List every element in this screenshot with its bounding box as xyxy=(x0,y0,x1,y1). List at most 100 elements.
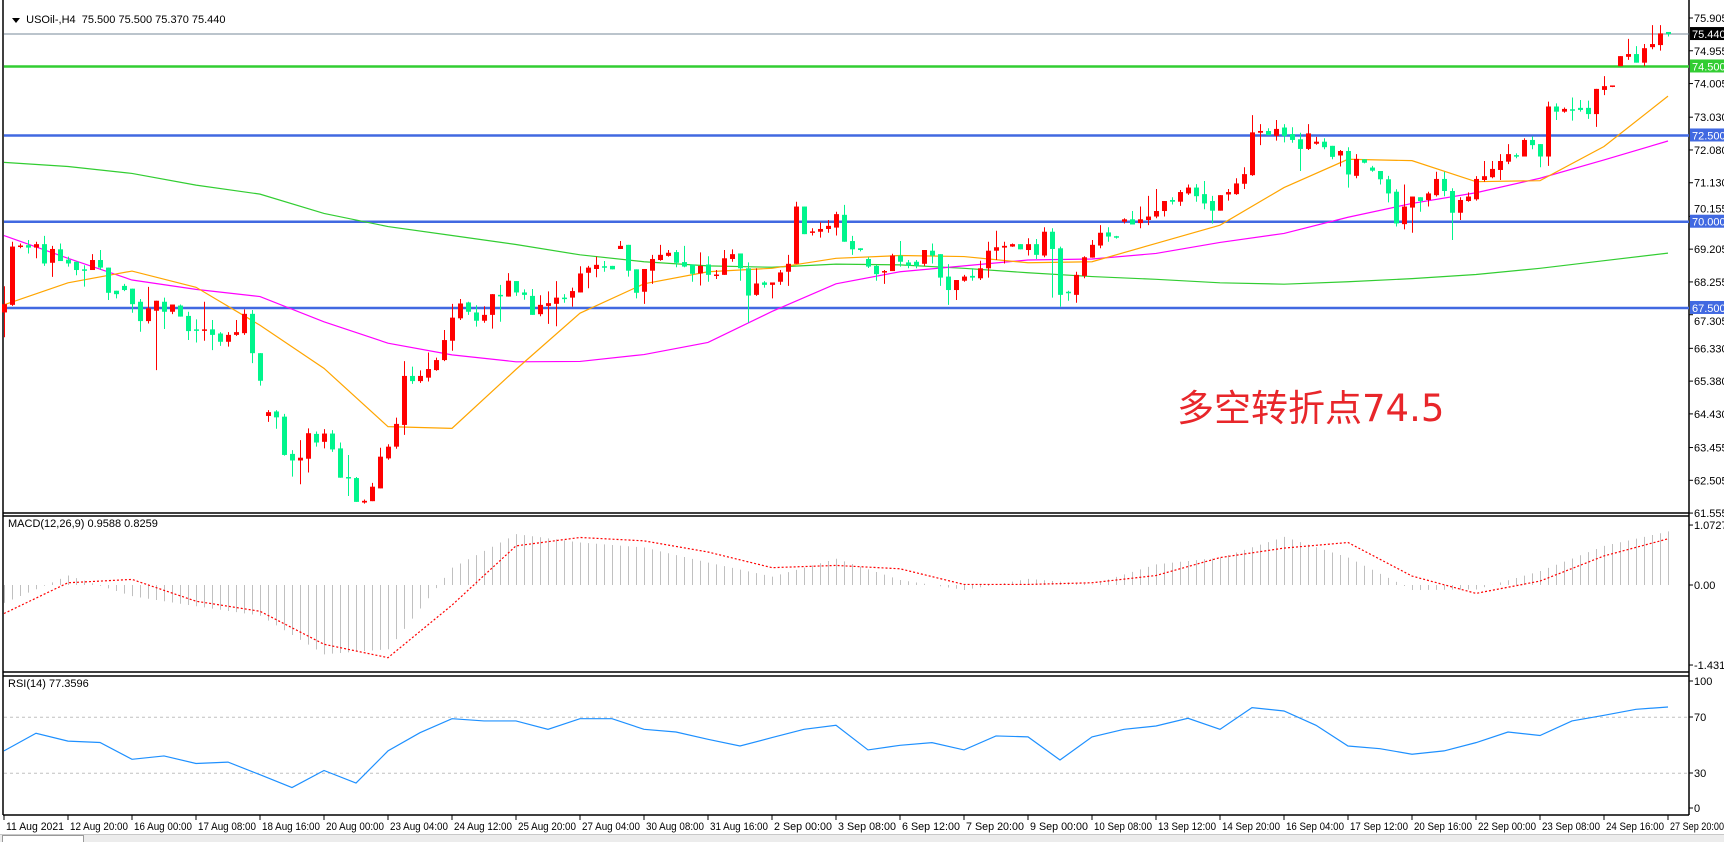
candle-up xyxy=(658,254,663,261)
candle-down xyxy=(474,312,479,321)
candle-down xyxy=(1170,199,1175,202)
candle-up xyxy=(1306,133,1311,149)
candle-down xyxy=(1298,139,1303,149)
price-tick-label: 61.555 xyxy=(1694,508,1724,520)
ma-slow-line xyxy=(3,161,1669,285)
candle-down xyxy=(842,214,847,242)
candle-up xyxy=(1242,174,1247,184)
candle-down xyxy=(1050,231,1055,249)
candle-up xyxy=(426,369,431,378)
price-tick-label: 72.080 xyxy=(1694,145,1724,157)
candle-down xyxy=(682,262,687,267)
candle-down xyxy=(1578,107,1583,110)
time-tick-label: 17 Sep 12:00 xyxy=(1350,821,1408,833)
level-label-bg xyxy=(1690,300,1724,314)
candle-up xyxy=(1658,33,1663,46)
chart-tab[interactable] xyxy=(2,835,84,842)
candle-up xyxy=(1042,231,1047,256)
time-tick-label: 24 Sep 16:00 xyxy=(1606,821,1664,833)
time-tick-label: 31 Aug 16:00 xyxy=(710,821,768,833)
candle-down xyxy=(106,267,111,293)
candle-up xyxy=(1314,141,1319,144)
candle-down xyxy=(634,269,639,293)
candle-up xyxy=(962,276,967,281)
candle-down xyxy=(122,285,127,291)
candle-up xyxy=(1274,128,1279,136)
candle-down xyxy=(218,333,223,342)
candle-down xyxy=(1058,248,1063,295)
candle-down xyxy=(1442,178,1447,192)
candle-up xyxy=(1354,158,1359,176)
time-tick-label: 27 Aug 04:00 xyxy=(582,821,640,833)
candle-up xyxy=(954,280,959,291)
candle-down xyxy=(1554,106,1559,112)
candle-up xyxy=(754,283,759,295)
candle-up xyxy=(994,247,999,251)
candle-up xyxy=(730,254,735,259)
symbol-label: USOil-,H4 xyxy=(26,14,76,26)
candle-up xyxy=(18,245,23,248)
candle-down xyxy=(1266,130,1271,136)
candle-down xyxy=(178,305,183,317)
candle-down xyxy=(314,433,319,443)
candle-down xyxy=(338,448,343,478)
price-tick-label: 74.005 xyxy=(1694,79,1724,91)
candle-down xyxy=(914,261,919,266)
time-tick-label: 14 Sep 20:00 xyxy=(1222,821,1280,833)
candle-down xyxy=(762,282,767,285)
time-tick-label: 13 Sep 12:00 xyxy=(1158,821,1216,833)
time-tick-label: 25 Aug 20:00 xyxy=(518,821,576,833)
time-tick-label: 30 Aug 08:00 xyxy=(646,821,704,833)
candle-up xyxy=(1258,130,1263,133)
price-tick-label: 68.255 xyxy=(1694,277,1724,289)
price-tick-label: 62.505 xyxy=(1694,475,1724,487)
candle-down xyxy=(1202,194,1207,204)
time-tick-label: 22 Sep 00:00 xyxy=(1478,821,1536,833)
level-label: 74.500 xyxy=(1692,61,1724,73)
candle-down xyxy=(282,416,287,455)
level-label: 67.500 xyxy=(1692,303,1724,315)
candle-up xyxy=(1594,88,1599,115)
candle-up xyxy=(538,304,543,315)
candle-up xyxy=(226,334,231,342)
candle-up xyxy=(698,265,703,274)
candle-up xyxy=(402,375,407,425)
candle-up xyxy=(618,245,623,249)
time-tick-label: 16 Aug 00:00 xyxy=(134,821,192,833)
price-tick-label: 71.130 xyxy=(1694,178,1724,190)
dropdown-triangle-icon[interactable] xyxy=(12,17,21,23)
candle-up xyxy=(1498,161,1503,170)
time-tick-label: 23 Aug 04:00 xyxy=(390,821,448,833)
candle-up xyxy=(650,258,655,271)
candle-down xyxy=(898,255,903,262)
candle-down xyxy=(1290,134,1295,140)
candle-up xyxy=(1146,216,1151,220)
candle-up xyxy=(786,263,791,272)
chart-header[interactable]: USOil-,H4 75.500 75.500 75.370 75.440 xyxy=(6,2,226,26)
time-tick-label: 18 Aug 16:00 xyxy=(262,821,320,833)
time-tick-label: 6 Sep 12:00 xyxy=(902,821,960,833)
candle-down xyxy=(906,262,911,266)
level-label-bg xyxy=(1690,128,1724,142)
candle-down xyxy=(746,268,751,296)
candle-up xyxy=(2,304,7,313)
price-tick-label: 74.955 xyxy=(1694,46,1724,58)
candle-up xyxy=(722,258,727,275)
candle-down xyxy=(82,269,87,271)
candle-up xyxy=(490,294,495,315)
candle-up xyxy=(1138,219,1143,224)
chart-annotation[interactable]: 多空转折点74.5 xyxy=(1177,387,1445,430)
level-label-bg xyxy=(1690,214,1724,228)
candle-up xyxy=(818,228,823,232)
candle-up xyxy=(1234,183,1239,195)
candle-up xyxy=(10,246,15,305)
time-tick-label: 12 Aug 20:00 xyxy=(70,821,128,833)
candle-up xyxy=(378,456,383,489)
candle-down xyxy=(186,315,191,332)
candle-down xyxy=(690,264,695,274)
candle-up xyxy=(1426,193,1431,200)
candle-down xyxy=(290,453,295,461)
candle-up xyxy=(298,457,303,461)
candle-up xyxy=(1490,168,1495,178)
